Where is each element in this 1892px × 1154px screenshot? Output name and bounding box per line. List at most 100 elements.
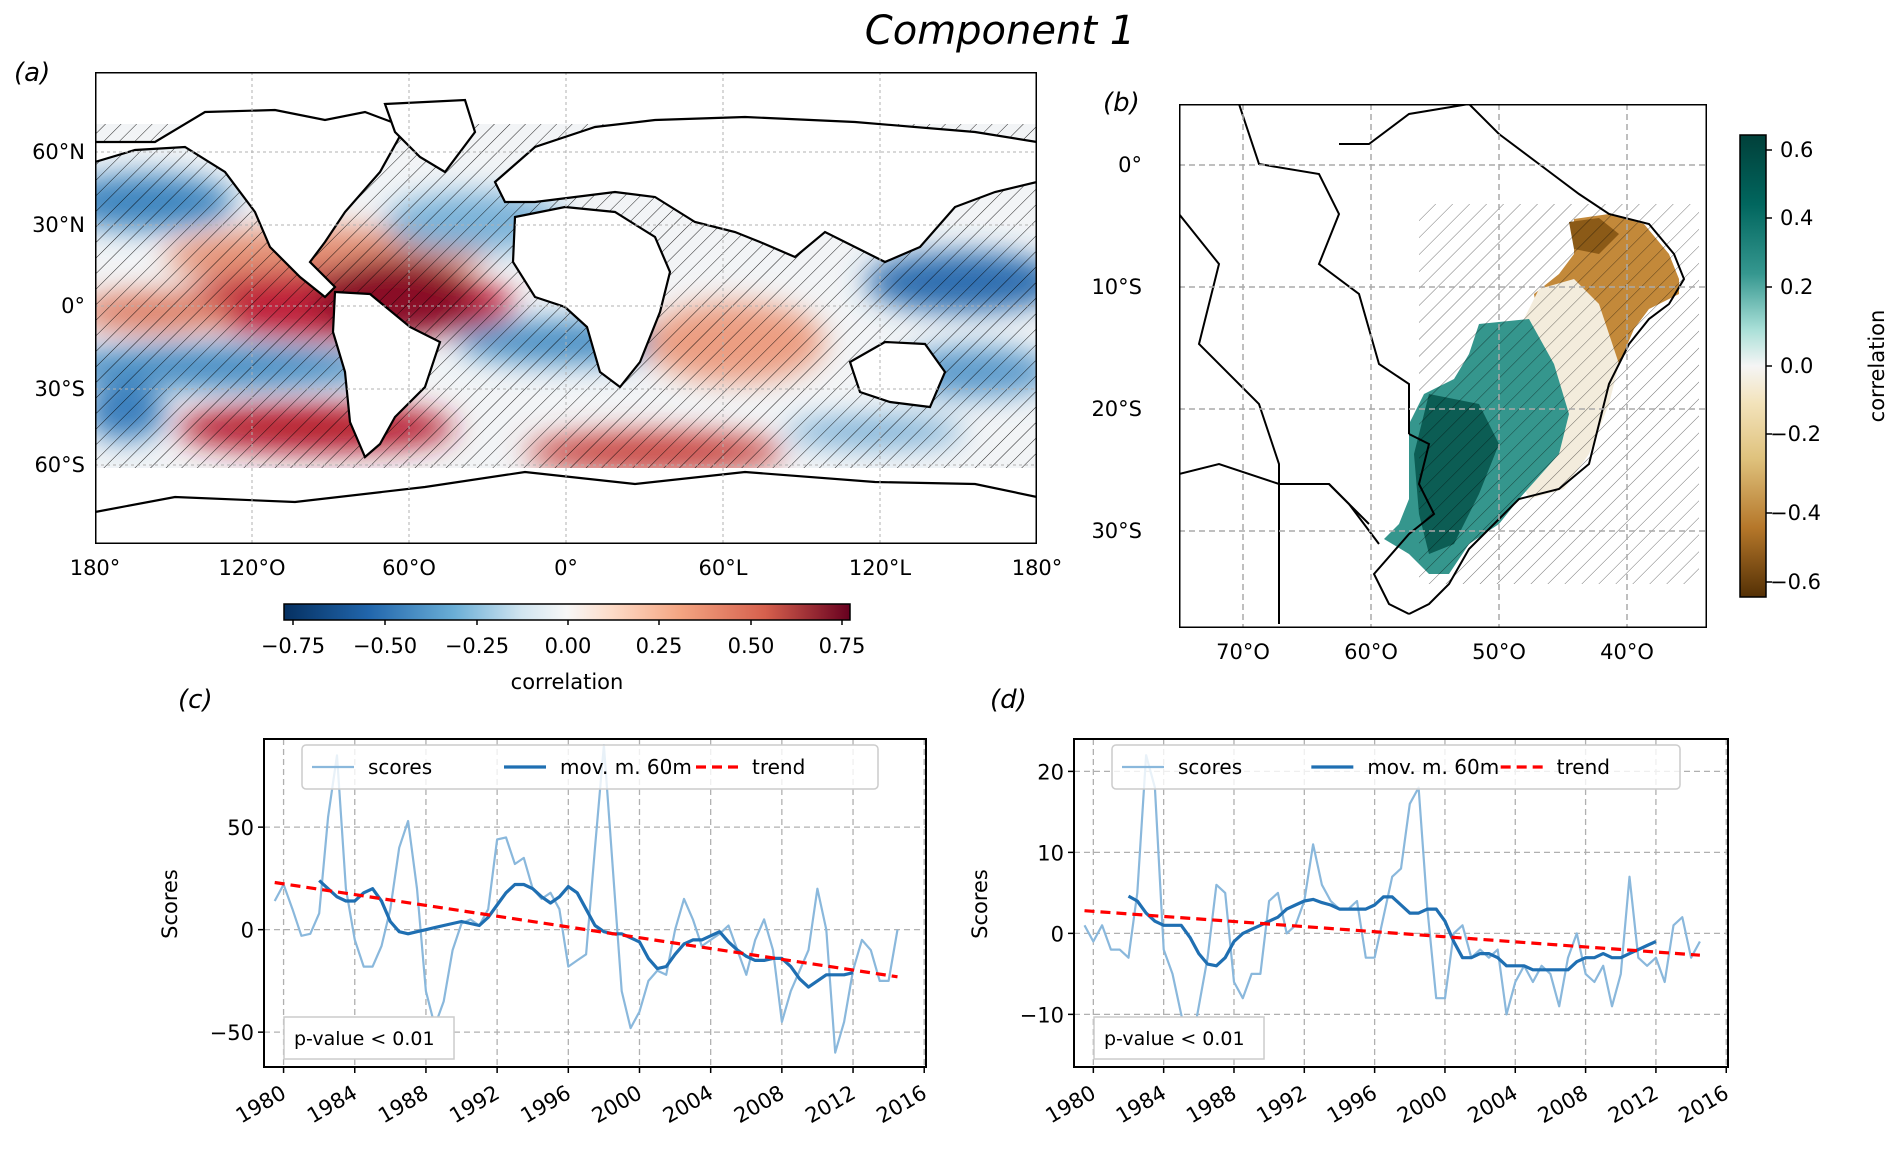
- panel-a-map: [95, 72, 1037, 544]
- y-tick-label: 0: [1051, 922, 1064, 946]
- map-a-lon-tick: 180°: [1011, 556, 1063, 580]
- map-b-lon-tick: 60°O: [1344, 640, 1398, 664]
- series-trend-line: [1084, 909, 1701, 957]
- map-a-gridlines: [95, 72, 1037, 544]
- series-scores-line: [1083, 754, 1701, 1056]
- panel-b-label: (b): [1103, 88, 1140, 118]
- y-tick-label: 0: [241, 919, 254, 943]
- legend-label: scores: [368, 755, 432, 779]
- x-tick-label: 2012: [801, 1081, 859, 1129]
- colorbar-b-tick: 0.2: [1780, 275, 1814, 299]
- map-b-lat-tick: 20°S: [1091, 397, 1142, 421]
- colorbar-b-tick: 0.0: [1780, 354, 1814, 378]
- legend-label: mov. m. 60m: [1367, 755, 1499, 779]
- panel-d-plot: 1980 1984 1988 1992 1996 2000 2004 2008 2012 2016…: [1020, 738, 1733, 1129]
- plot-frame: [1073, 738, 1729, 1068]
- legend-label: trend: [1557, 755, 1610, 779]
- colorbar-b-label: correlation: [1865, 309, 1889, 423]
- series-moving-mean-line: [1127, 894, 1657, 972]
- colorbar-a-tick: 0.75: [818, 634, 866, 658]
- map-b-borders: [1179, 104, 1686, 624]
- x-tick-label: 1988: [1182, 1081, 1240, 1129]
- p-value-annotation: p-value < 0.01: [294, 1028, 435, 1050]
- colorbar-a-label: correlation: [510, 670, 624, 694]
- north-america: [95, 108, 407, 299]
- x-tick-label: 2008: [730, 1081, 788, 1129]
- colorbar-a-tick: 0.25: [635, 634, 683, 658]
- colorbar-b-tick: 0.6: [1780, 138, 1814, 162]
- panel-b-map: [1179, 104, 1707, 628]
- map-a-lat-tick: 30°N: [32, 213, 85, 237]
- map-b-lat-tick: 30°S: [1091, 519, 1142, 543]
- colorbar-a-tick: 0.50: [727, 634, 775, 658]
- series-trend-line: [274, 880, 898, 979]
- legend-box: [301, 744, 879, 790]
- greenland: [383, 98, 477, 174]
- colorbar-a-tick: −0.25: [444, 634, 510, 658]
- colorbar-a-tick: −0.50: [352, 634, 418, 658]
- y-tick-label: 20: [1037, 760, 1064, 784]
- x-tick-label: 1984: [1112, 1081, 1170, 1129]
- p-value-box: [1093, 1016, 1265, 1060]
- legend-box: [1111, 744, 1681, 790]
- x-tick-label: 1992: [445, 1081, 503, 1129]
- legend-label: mov. m. 60m: [560, 755, 692, 779]
- colorbar-b-tick: −0.4: [1770, 501, 1821, 525]
- x-tick-label: 1980: [1042, 1081, 1100, 1129]
- panel-d-label: (d): [990, 685, 1027, 715]
- panel-c-plot: 1980 1984 1988 1992 1996 2000 2004 2008 2012 2016…: [210, 738, 931, 1129]
- map-a-lon-tick: 180°: [69, 556, 121, 580]
- colorbar-b-tick: −0.6: [1770, 570, 1821, 594]
- colorbar-b-tick: 0.4: [1780, 206, 1814, 230]
- x-tick-label: 1988: [374, 1081, 432, 1129]
- eurasia: [493, 115, 1037, 264]
- figure-title: Component 1: [864, 8, 1136, 54]
- x-tick-label: 2008: [1534, 1081, 1592, 1129]
- y-tick-label: 10: [1037, 841, 1064, 865]
- map-a-lon-tick: 120°O: [218, 556, 286, 580]
- map-b-lon-tick: 50°O: [1472, 640, 1526, 664]
- colorbar-a-tick: 0.00: [544, 634, 592, 658]
- map-a-lat-tick: 0°: [61, 294, 85, 318]
- colorbar-b-tick: −0.2: [1770, 422, 1821, 446]
- p-value-box: [283, 1016, 455, 1060]
- colorbar-b: [1739, 134, 1772, 598]
- y-tick-label: 50: [227, 816, 254, 840]
- panel-a-label: (a): [14, 58, 51, 88]
- x-tick-label: 1980: [232, 1081, 290, 1129]
- series-scores-line: [273, 744, 899, 1054]
- colorbar-b-ticks: [1766, 149, 1772, 583]
- y-tick-label: −10: [1020, 1003, 1064, 1027]
- x-tick-label: 1984: [303, 1081, 361, 1129]
- colorbar-a-tick: −0.75: [260, 634, 326, 658]
- series-moving-mean-line: [318, 879, 854, 989]
- map-b-gridlines: [1179, 104, 1707, 628]
- x-tick-label: 2016: [872, 1081, 930, 1129]
- map-a-lat-tick: 60°S: [34, 453, 85, 477]
- map-a-lat-tick: 60°N: [32, 140, 85, 164]
- map-a-lon-tick: 60°L: [698, 556, 748, 580]
- x-tick-label: 1996: [1323, 1081, 1381, 1129]
- p-value-annotation: p-value < 0.01: [1104, 1028, 1245, 1050]
- map-a-continents: [95, 98, 1037, 544]
- map-b-lat-tick: 10°S: [1091, 275, 1142, 299]
- legend-label: scores: [1178, 755, 1242, 779]
- africa: [511, 205, 672, 389]
- colorbar-a: [283, 603, 851, 625]
- map-a-lon-tick: 60°O: [382, 556, 436, 580]
- plot-frame: [263, 738, 927, 1068]
- antarctica: [95, 470, 1037, 544]
- x-tick-label: 2004: [659, 1081, 717, 1129]
- map-b-lat-tick: 0°: [1118, 153, 1142, 177]
- legend-label: trend: [752, 755, 805, 779]
- x-tick-label: 2000: [1393, 1081, 1451, 1129]
- x-tick-label: 2016: [1674, 1081, 1732, 1129]
- x-tick-label: 2004: [1463, 1081, 1521, 1129]
- x-tick-label: 1992: [1253, 1081, 1311, 1129]
- map-a-lat-tick: 30°S: [34, 377, 85, 401]
- x-tick-label: 2012: [1604, 1081, 1662, 1129]
- map-a-lon-tick: 120°L: [848, 556, 912, 580]
- x-tick-label: 2000: [588, 1081, 646, 1129]
- south-america: [331, 290, 442, 459]
- y-tick-label: −50: [210, 1021, 254, 1045]
